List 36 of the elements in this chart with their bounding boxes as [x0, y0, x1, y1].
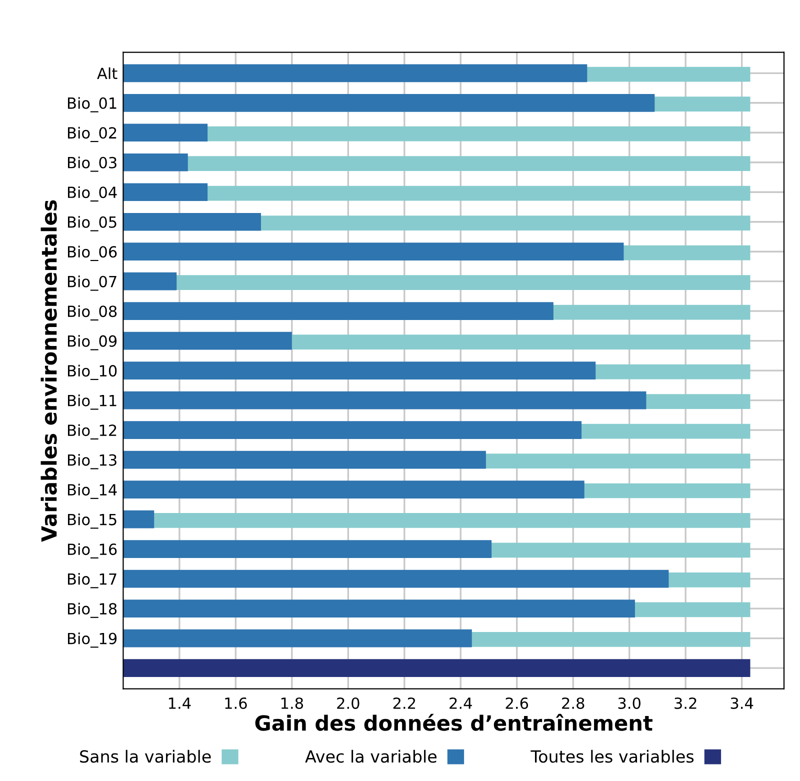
x-axis-title: Gain des données d’entraînement	[255, 714, 652, 731]
x-tick-label: 2.4	[450, 697, 472, 709]
y-tick-label: Bio_04	[68, 186, 117, 202]
y-tick-label: Bio_13	[68, 454, 116, 470]
legend-label: Avec la variable	[305, 750, 436, 763]
y-tick-label: Bio_09	[68, 335, 117, 350]
y-tick-label: Bio_14	[68, 484, 117, 499]
legend-label: Sans la variable	[80, 750, 211, 763]
y-tick-label: Bio_11	[68, 394, 116, 410]
y-tick-label: Bio_18	[68, 602, 117, 618]
y-tick-label: Bio_16	[68, 543, 117, 558]
y-tick-label: Bio_07	[68, 276, 116, 291]
y-tick-label: Alt	[97, 67, 118, 79]
y-tick-label: Bio_05	[68, 216, 116, 232]
y-tick-label: Bio_17	[68, 572, 116, 588]
y-tick-label: Bio_03	[68, 156, 116, 172]
x-tick-label: 3.2	[674, 697, 696, 709]
y-tick-label: Bio_01	[68, 97, 116, 112]
y-tick-label: Bio_19	[68, 632, 117, 648]
y-tick-label: Bio_12	[68, 424, 116, 440]
x-tick-label: 1.6	[225, 697, 247, 709]
y-tick-label: Bio_08	[68, 305, 117, 321]
x-tick-label: 2.2	[393, 697, 416, 709]
y-tick-label: Bio_15	[68, 514, 116, 529]
x-tick-label: 2.0	[337, 697, 360, 709]
x-tick-label: 3.4	[730, 697, 754, 709]
y-tick-label: Bio_06	[68, 246, 117, 262]
legend-label: Toutes les variables	[530, 750, 694, 763]
x-tick-label: 1.4	[168, 698, 191, 709]
x-tick-label: 3.0	[618, 697, 640, 709]
x-tick-label: 2.6	[506, 697, 528, 709]
x-tick-label: 2.8	[562, 697, 584, 709]
y-tick-label: Bio_02	[68, 126, 116, 142]
y-axis-title: Variables environnementales	[40, 200, 57, 542]
y-tick-label: Bio_10	[68, 364, 117, 380]
x-tick-label: 1.8	[281, 697, 304, 709]
